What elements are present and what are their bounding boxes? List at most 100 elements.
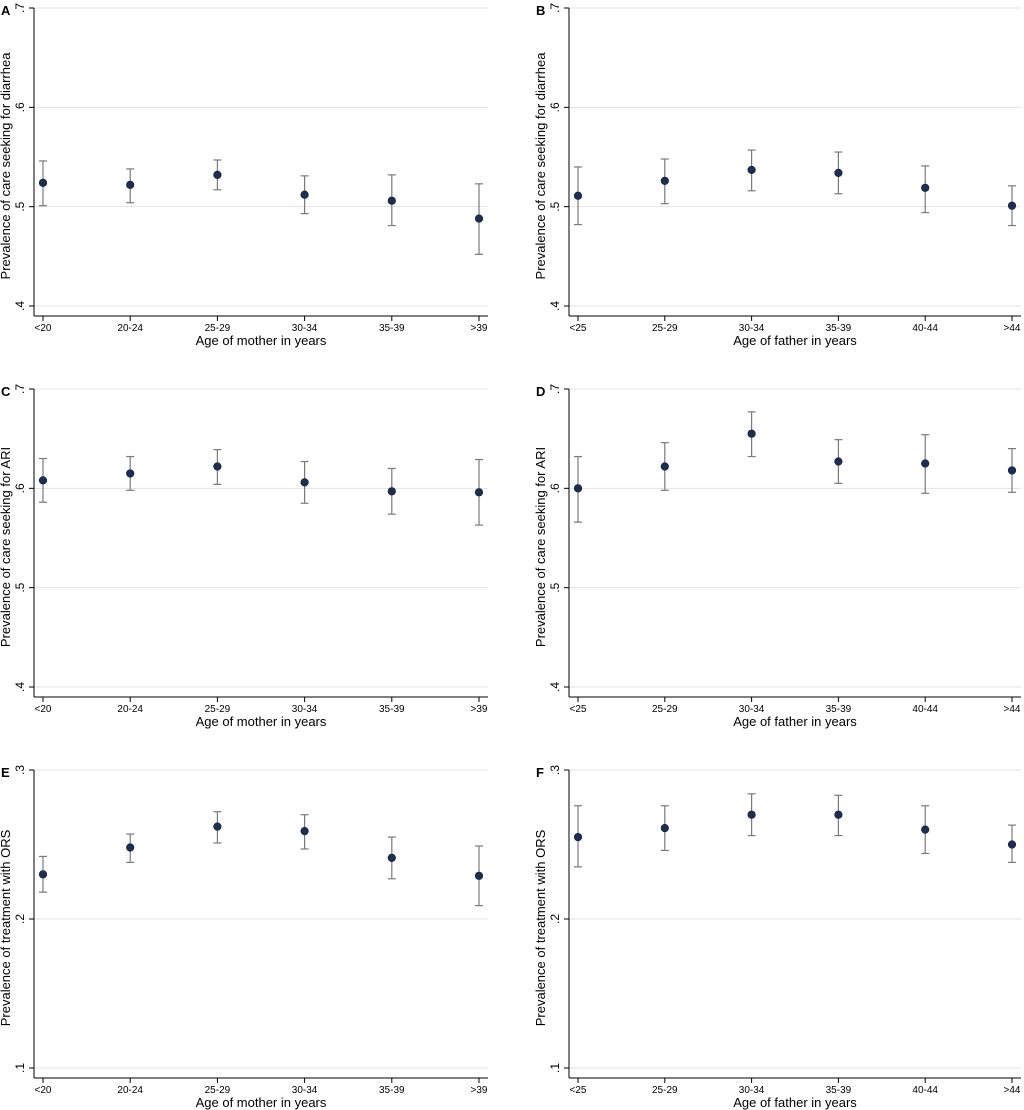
y-axis-title: Prevalence of treatment with ORS bbox=[0, 829, 13, 1026]
y-tick-label: .1 bbox=[13, 1063, 27, 1073]
x-tick-label: 25-29 bbox=[652, 1085, 678, 1096]
data-point bbox=[660, 176, 669, 185]
panel-label: E bbox=[1, 765, 10, 780]
panel-label: B bbox=[536, 3, 545, 18]
y-tick-label: .2 bbox=[548, 914, 562, 924]
x-tick-label: 30-34 bbox=[739, 323, 765, 334]
panel-label: D bbox=[536, 384, 545, 399]
y-tick-label: .1 bbox=[548, 1063, 562, 1073]
x-tick-label: <25 bbox=[570, 704, 587, 715]
y-tick-label: .2 bbox=[13, 914, 27, 924]
data-point bbox=[300, 478, 309, 487]
x-tick-label: 30-34 bbox=[292, 323, 318, 334]
y-tick-label: .6 bbox=[13, 102, 27, 112]
panel-label: C bbox=[1, 384, 11, 399]
x-axis-title: Age of father in years bbox=[733, 1095, 857, 1110]
y-tick-label: .5 bbox=[548, 201, 562, 211]
data-point bbox=[921, 183, 930, 192]
data-point bbox=[834, 457, 843, 466]
x-tick-label: 30-34 bbox=[739, 1085, 765, 1096]
x-tick-label: 40-44 bbox=[912, 1085, 938, 1096]
x-tick-label: 20-24 bbox=[117, 704, 143, 715]
data-point bbox=[573, 191, 583, 200]
data-point bbox=[300, 190, 309, 199]
y-tick-label: .3 bbox=[548, 765, 562, 775]
data-point bbox=[38, 476, 48, 485]
y-tick-label: .7 bbox=[548, 3, 562, 13]
panel-a: .4 .5 .6 .7 <20 20-24 25-29 30-34 35-39 >39 Age of… bbox=[0, 3, 488, 348]
y-tick-label: .3 bbox=[13, 765, 27, 775]
x-tick-label: 20-24 bbox=[117, 323, 143, 334]
x-axis-title: Age of father in years bbox=[733, 333, 857, 348]
y-tick-label: .4 bbox=[13, 301, 27, 311]
panel-label: A bbox=[1, 3, 11, 18]
y-tick-label: .4 bbox=[548, 301, 562, 311]
data-point bbox=[747, 165, 756, 175]
x-tick-label: <25 bbox=[570, 323, 587, 334]
data-point bbox=[300, 826, 309, 836]
x-tick-label: 40-44 bbox=[912, 704, 938, 715]
x-tick-label: 35-39 bbox=[826, 323, 852, 334]
panel-d: .4 .5 .6 .7 <25 25-29 30-34 35-39 40-44 >44 Age of… bbox=[533, 384, 1021, 729]
y-tick-label: .6 bbox=[548, 102, 562, 112]
x-axis-title: Age of mother in years bbox=[196, 333, 327, 348]
x-tick-label: 25-29 bbox=[652, 704, 678, 715]
data-point bbox=[747, 429, 756, 438]
y-tick-label: .4 bbox=[548, 682, 562, 692]
y-tick-label: .4 bbox=[13, 682, 27, 692]
x-tick-label: >39 bbox=[471, 704, 488, 715]
x-tick-label: 35-39 bbox=[379, 704, 405, 715]
x-tick-label: >44 bbox=[1004, 704, 1021, 715]
x-tick-label: 35-39 bbox=[379, 1085, 405, 1096]
x-tick-label: 20-24 bbox=[117, 1085, 143, 1096]
x-tick-label: 25-29 bbox=[652, 323, 678, 334]
data-point bbox=[387, 853, 396, 863]
data-point bbox=[126, 469, 135, 478]
x-axis-title: Age of father in years bbox=[733, 714, 857, 729]
panel-e: .1 .2 .3 <20 20-24 25-29 30-34 35-39 >39 Age of m… bbox=[0, 765, 488, 1110]
y-axis-title: Prevalence of treatment with ORS bbox=[533, 829, 548, 1026]
y-tick-label: .6 bbox=[13, 483, 27, 493]
x-tick-label: 25-29 bbox=[205, 323, 231, 334]
x-tick-label: 25-29 bbox=[205, 1085, 231, 1096]
data-point bbox=[573, 484, 583, 493]
x-tick-label: >39 bbox=[471, 323, 488, 334]
panel-b: .4 .5 .6 .7 <25 25-29 30-34 35-39 40-44 >44 Age of… bbox=[533, 3, 1021, 348]
x-tick-label: >44 bbox=[1004, 1085, 1021, 1096]
x-tick-label: 35-39 bbox=[826, 1085, 852, 1096]
x-tick-label: 30-34 bbox=[292, 1085, 318, 1096]
data-point bbox=[387, 196, 396, 205]
x-axis-title: Age of mother in years bbox=[196, 1095, 327, 1110]
panel-c: .4 .5 .6 .7 <20 20-24 25-29 30-34 35-39 >39 Age of… bbox=[0, 384, 488, 729]
x-tick-label: <20 bbox=[35, 323, 52, 334]
x-tick-label: >44 bbox=[1004, 323, 1021, 334]
data-point bbox=[660, 824, 669, 833]
y-tick-label: .7 bbox=[13, 3, 27, 13]
y-axis-title: Prevalence of care seeking for ARI bbox=[0, 447, 13, 647]
data-point bbox=[747, 810, 756, 819]
data-point bbox=[213, 170, 222, 179]
data-point bbox=[1007, 840, 1017, 849]
data-point bbox=[1007, 201, 1017, 210]
y-tick-label: .7 bbox=[13, 384, 27, 394]
x-tick-label: >39 bbox=[471, 1085, 488, 1096]
y-axis-title: Prevalence of care seeking for diarrhea bbox=[533, 52, 548, 280]
x-tick-label: 35-39 bbox=[379, 323, 405, 334]
data-point bbox=[474, 214, 484, 223]
x-tick-label: <20 bbox=[35, 704, 52, 715]
data-point bbox=[1007, 466, 1017, 475]
data-point bbox=[126, 180, 135, 189]
y-tick-label: .5 bbox=[13, 201, 27, 211]
x-tick-label: 35-39 bbox=[826, 704, 852, 715]
x-tick-label: 25-29 bbox=[205, 704, 231, 715]
x-axis-title: Age of mother in years bbox=[196, 714, 327, 729]
y-axis-title: Prevalence of care seeking for diarrhea bbox=[0, 52, 13, 280]
panel-f: .1 .2 .3 <25 25-29 30-34 35-39 40-44 >44 Age of f… bbox=[533, 765, 1021, 1110]
data-point bbox=[660, 462, 669, 471]
y-tick-label: .5 bbox=[13, 582, 27, 592]
x-tick-label: <25 bbox=[570, 1085, 587, 1096]
data-point bbox=[126, 843, 135, 852]
data-point bbox=[387, 487, 396, 496]
y-tick-label: .5 bbox=[548, 582, 562, 592]
